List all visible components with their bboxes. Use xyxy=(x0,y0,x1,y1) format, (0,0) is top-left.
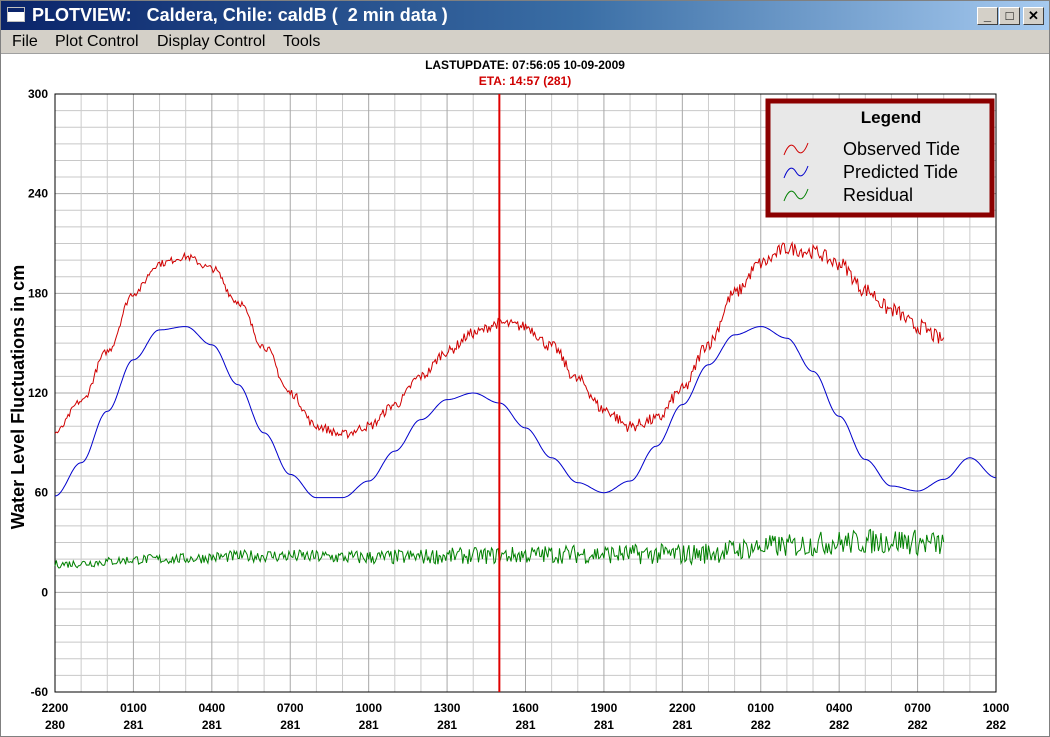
minimize-button[interactable]: _ xyxy=(977,7,998,25)
menu-display-control[interactable]: Display Control xyxy=(157,33,266,50)
legend-observed-tide-label: Observed Tide xyxy=(843,139,960,159)
x-tick-day-label: 282 xyxy=(751,718,771,732)
legend-entries: Observed Tide Predicted Tide Residual xyxy=(783,139,960,205)
title-bar[interactable]: PLOTVIEW: Caldera, Chile: caldB ( 2 min … xyxy=(1,1,1049,30)
x-tick-day-label: 281 xyxy=(202,718,222,732)
legend-predicted-tide-swatch xyxy=(783,165,809,179)
menu-file[interactable]: File xyxy=(12,33,38,50)
predicted-tide-line xyxy=(54,326,997,499)
x-tick-time-label: 0100 xyxy=(747,701,774,715)
legend-predicted-tide-label: Predicted Tide xyxy=(843,162,958,182)
x-tick-time-label: 0700 xyxy=(904,701,931,715)
x-tick-day-label: 282 xyxy=(986,718,1006,732)
legend-residual-label: Residual xyxy=(843,185,913,205)
eta-text: ETA: 14:57 (281) xyxy=(478,74,572,88)
close-button[interactable]: ✕ xyxy=(1023,7,1044,25)
x-tick-day-label: 282 xyxy=(829,718,849,732)
legend-observed-tide-swatch xyxy=(783,142,809,156)
tide-chart: 300 240 180 120 60 0 -60 2200 280 0100 281 0400 281… xyxy=(8,87,1010,732)
x-tick-day-label: 281 xyxy=(280,718,300,732)
x-tick-day-label: 282 xyxy=(908,718,928,732)
y-tick-label: 240 xyxy=(28,187,48,201)
x-tick-day-label: 280 xyxy=(45,718,65,732)
app-icon xyxy=(7,7,25,22)
y-tick-label: 120 xyxy=(28,386,48,400)
x-tick-day-label: 281 xyxy=(123,718,143,732)
x-tick-day-label: 281 xyxy=(594,718,614,732)
x-tick-day-label: 281 xyxy=(672,718,692,732)
y-tick-label: 0 xyxy=(41,585,48,599)
x-tick-time-label: 0400 xyxy=(826,701,853,715)
y-tick-label: 180 xyxy=(28,286,48,300)
x-tick-time-label: 0100 xyxy=(120,701,147,715)
legend-frame xyxy=(765,98,995,218)
x-tick-time-label: 1000 xyxy=(355,701,382,715)
legend-residual-swatch xyxy=(783,188,809,202)
x-tick-day-label: 281 xyxy=(359,718,379,732)
x-tick-time-label: 1000 xyxy=(983,701,1010,715)
x-tick-time-label: 1600 xyxy=(512,701,539,715)
plot-frame xyxy=(54,93,997,693)
x-tick-time-label: 0700 xyxy=(277,701,304,715)
x-tick-day-label: 281 xyxy=(437,718,457,732)
x-tick-day-label: 281 xyxy=(515,718,535,732)
maximize-button[interactable]: □ xyxy=(999,7,1020,25)
x-axis-ticks: 2200 280 0100 281 0400 281 0700 281 1000 281 1300 2… xyxy=(42,701,1010,732)
y-axis-ticks: 300 240 180 120 60 0 -60 xyxy=(28,87,48,699)
y-tick-label: 300 xyxy=(28,87,48,101)
x-tick-time-label: 2200 xyxy=(42,701,69,715)
last-update-text: LASTUPDATE: 07:56:05 10-09-2009 xyxy=(425,58,625,72)
y-tick-label: -60 xyxy=(31,685,49,699)
menu-bar: File Plot Control Display Control Tools xyxy=(1,30,1049,54)
legend-title: Legend xyxy=(861,108,921,127)
x-tick-time-label: 2200 xyxy=(669,701,696,715)
menu-plot-control[interactable]: Plot Control xyxy=(55,33,139,50)
legend-box: Legend Observed Tide Predicted Tide Residu… xyxy=(765,98,995,218)
y-tick-label: 60 xyxy=(35,486,49,500)
x-tick-time-label: 1900 xyxy=(591,701,618,715)
menu-tools[interactable]: Tools xyxy=(283,33,321,50)
x-tick-time-label: 0400 xyxy=(198,701,225,715)
window-title: PLOTVIEW: Caldera, Chile: caldB ( 2 min … xyxy=(32,5,448,25)
x-tick-time-label: 1300 xyxy=(434,701,461,715)
y-axis-label: Water Level Fluctuations in cm xyxy=(8,265,28,529)
